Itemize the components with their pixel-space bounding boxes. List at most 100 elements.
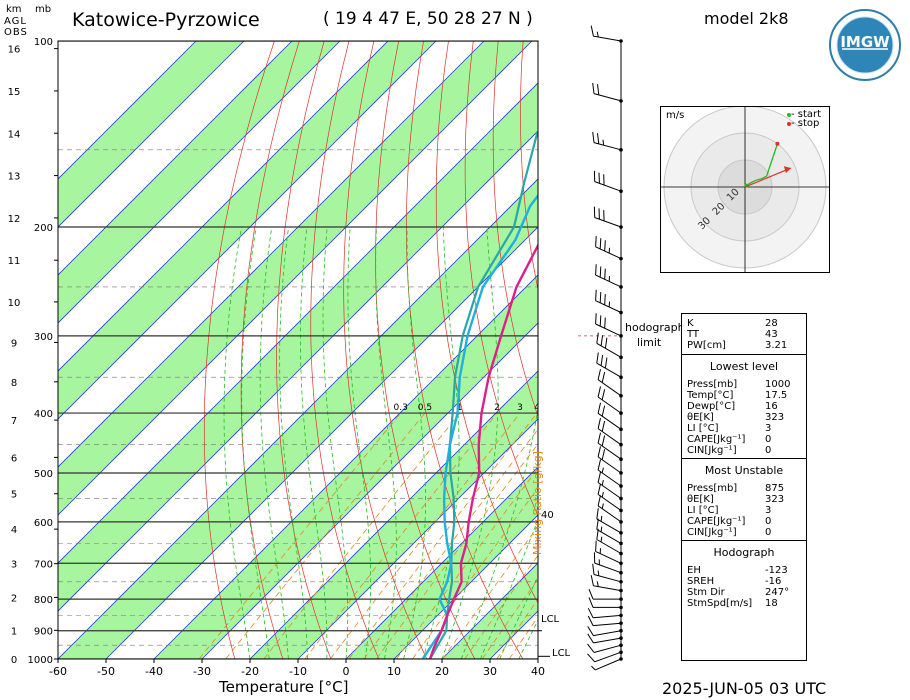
isotherm-line	[249, 370, 538, 659]
wind-barb	[597, 386, 622, 414]
wind-barb	[593, 170, 622, 192]
km-tick-label: 15	[8, 87, 21, 98]
wind-barb	[596, 508, 622, 534]
wind-barb	[597, 417, 622, 446]
temperature-tick-label: -60	[49, 665, 67, 678]
temperature-tick-label: 10	[387, 665, 401, 678]
moist-adiabat	[223, 226, 251, 659]
mixing-ratio-tick-label: 3	[517, 403, 523, 413]
temperature-trace	[428, 242, 538, 659]
wind-level-dot	[619, 256, 623, 261]
unstable-label: Press[mb]	[687, 483, 738, 494]
pressure-tick-label: 900	[34, 627, 53, 638]
lowest-value: 3	[765, 423, 772, 434]
logo-text: IMGW	[840, 33, 890, 51]
hodo-label: Stm Dir	[687, 587, 725, 598]
pressure-tick-label: 700	[34, 559, 53, 570]
panel-separator	[682, 458, 806, 459]
km-tick-label: 6	[11, 453, 17, 464]
isotherm-line	[58, 82, 538, 564]
wind-level-dot	[619, 310, 623, 315]
storm-motion-vector	[744, 167, 792, 188]
lcl-label-upper: LCL	[541, 614, 560, 625]
mixing-ratio-tick-label: 2	[494, 403, 500, 413]
unstable-title: Most Unstable	[704, 464, 784, 477]
lowest-value: 0	[765, 445, 772, 456]
temperature-tick-label: -10	[289, 665, 307, 678]
unstable-label: CAPE[Jkg⁻¹]	[687, 516, 746, 527]
mixing-ratio-tick-label: 4	[534, 403, 540, 413]
hodo-label: EH	[687, 565, 701, 576]
isotherm-line	[58, 41, 437, 420]
pressure-tick-label: 800	[34, 595, 53, 606]
pressure-tick-label: 300	[34, 332, 53, 343]
wind-barb	[596, 518, 622, 544]
unstable-value: 323	[765, 494, 785, 505]
wind-barb	[592, 82, 622, 102]
wind-barb	[595, 289, 622, 313]
isotherm-line	[58, 41, 485, 468]
lowest-label: Dewp[°C]	[687, 401, 736, 412]
dry-adiabat	[492, 41, 538, 418]
km-tick-label: 13	[8, 172, 21, 183]
temperature-tick-label: 40	[531, 665, 545, 678]
pressure-tick-label: 100	[34, 37, 53, 48]
station-title: Katowice-Pyrzowice	[72, 9, 260, 31]
km-label: km	[6, 4, 22, 15]
lowest-label: Press[mb]	[687, 379, 738, 390]
model-name: model 2k8	[704, 9, 789, 28]
wind-barb	[597, 459, 622, 487]
wind-barb	[587, 633, 622, 644]
legend-start-dot	[787, 113, 791, 117]
unstable-label: LI [°C]	[687, 505, 719, 516]
wind-barb	[595, 313, 622, 337]
isotherm-line	[58, 178, 538, 659]
wind-barb	[587, 607, 622, 619]
km-tick-label: 11	[8, 256, 21, 267]
dry-adiabat	[821, 41, 910, 659]
moist-adiabat	[403, 227, 426, 659]
wind-barb	[588, 597, 621, 608]
moist-adiabat	[300, 226, 328, 659]
hodograph-limit-label-1: hodograph	[625, 321, 685, 334]
mixing-ratio-tick-label: 8	[577, 403, 583, 413]
isotherm-line	[153, 274, 538, 659]
unstable-value: 3	[765, 505, 772, 516]
wind-barb	[595, 264, 622, 288]
km-tick-label: 7	[11, 416, 17, 427]
wind-level-dot	[619, 285, 623, 289]
isotherm-line	[58, 41, 341, 324]
mixing-ratio-tick-label: 0.5	[418, 403, 432, 413]
lcl-label-lower: LCL	[552, 648, 571, 659]
wind-barb	[597, 432, 622, 460]
wind-barb	[595, 540, 622, 564]
moist-adiabat	[375, 226, 397, 659]
unstable-value: 0	[765, 527, 772, 538]
temperature-tick-label: 20	[435, 665, 449, 678]
mb-label: mb	[35, 4, 52, 15]
km-tick-label: 16	[8, 45, 21, 56]
lowest-value: 16	[765, 401, 778, 412]
mixing-ratio-tick-label: 1	[457, 403, 463, 413]
hodo-label: SREH	[687, 576, 715, 587]
isotherm-line	[58, 41, 197, 180]
top-value: 28	[765, 318, 778, 329]
mixing-ratio-tick-label: 6	[559, 403, 565, 413]
top-label: K	[687, 318, 694, 329]
hodo-value: -16	[765, 576, 782, 587]
adiabat-label-40: 40	[541, 510, 554, 521]
lowest-value: 323	[765, 412, 785, 423]
isotherm-line	[58, 41, 293, 276]
wind-barb	[597, 446, 622, 474]
moist-adiabat	[347, 226, 371, 659]
lowest-label: CIN[Jkg⁻¹]	[687, 445, 737, 456]
wind-barb	[591, 658, 622, 671]
datetime-label: 2025-JUN-05 03 UTC	[662, 679, 827, 698]
wind-barb	[596, 332, 622, 358]
isotherm-line	[58, 41, 245, 228]
isotherm-line	[393, 514, 538, 659]
lowest-value: 17.5	[765, 390, 788, 401]
km-tick-label: 3	[11, 560, 17, 571]
wind-barb	[597, 471, 622, 499]
